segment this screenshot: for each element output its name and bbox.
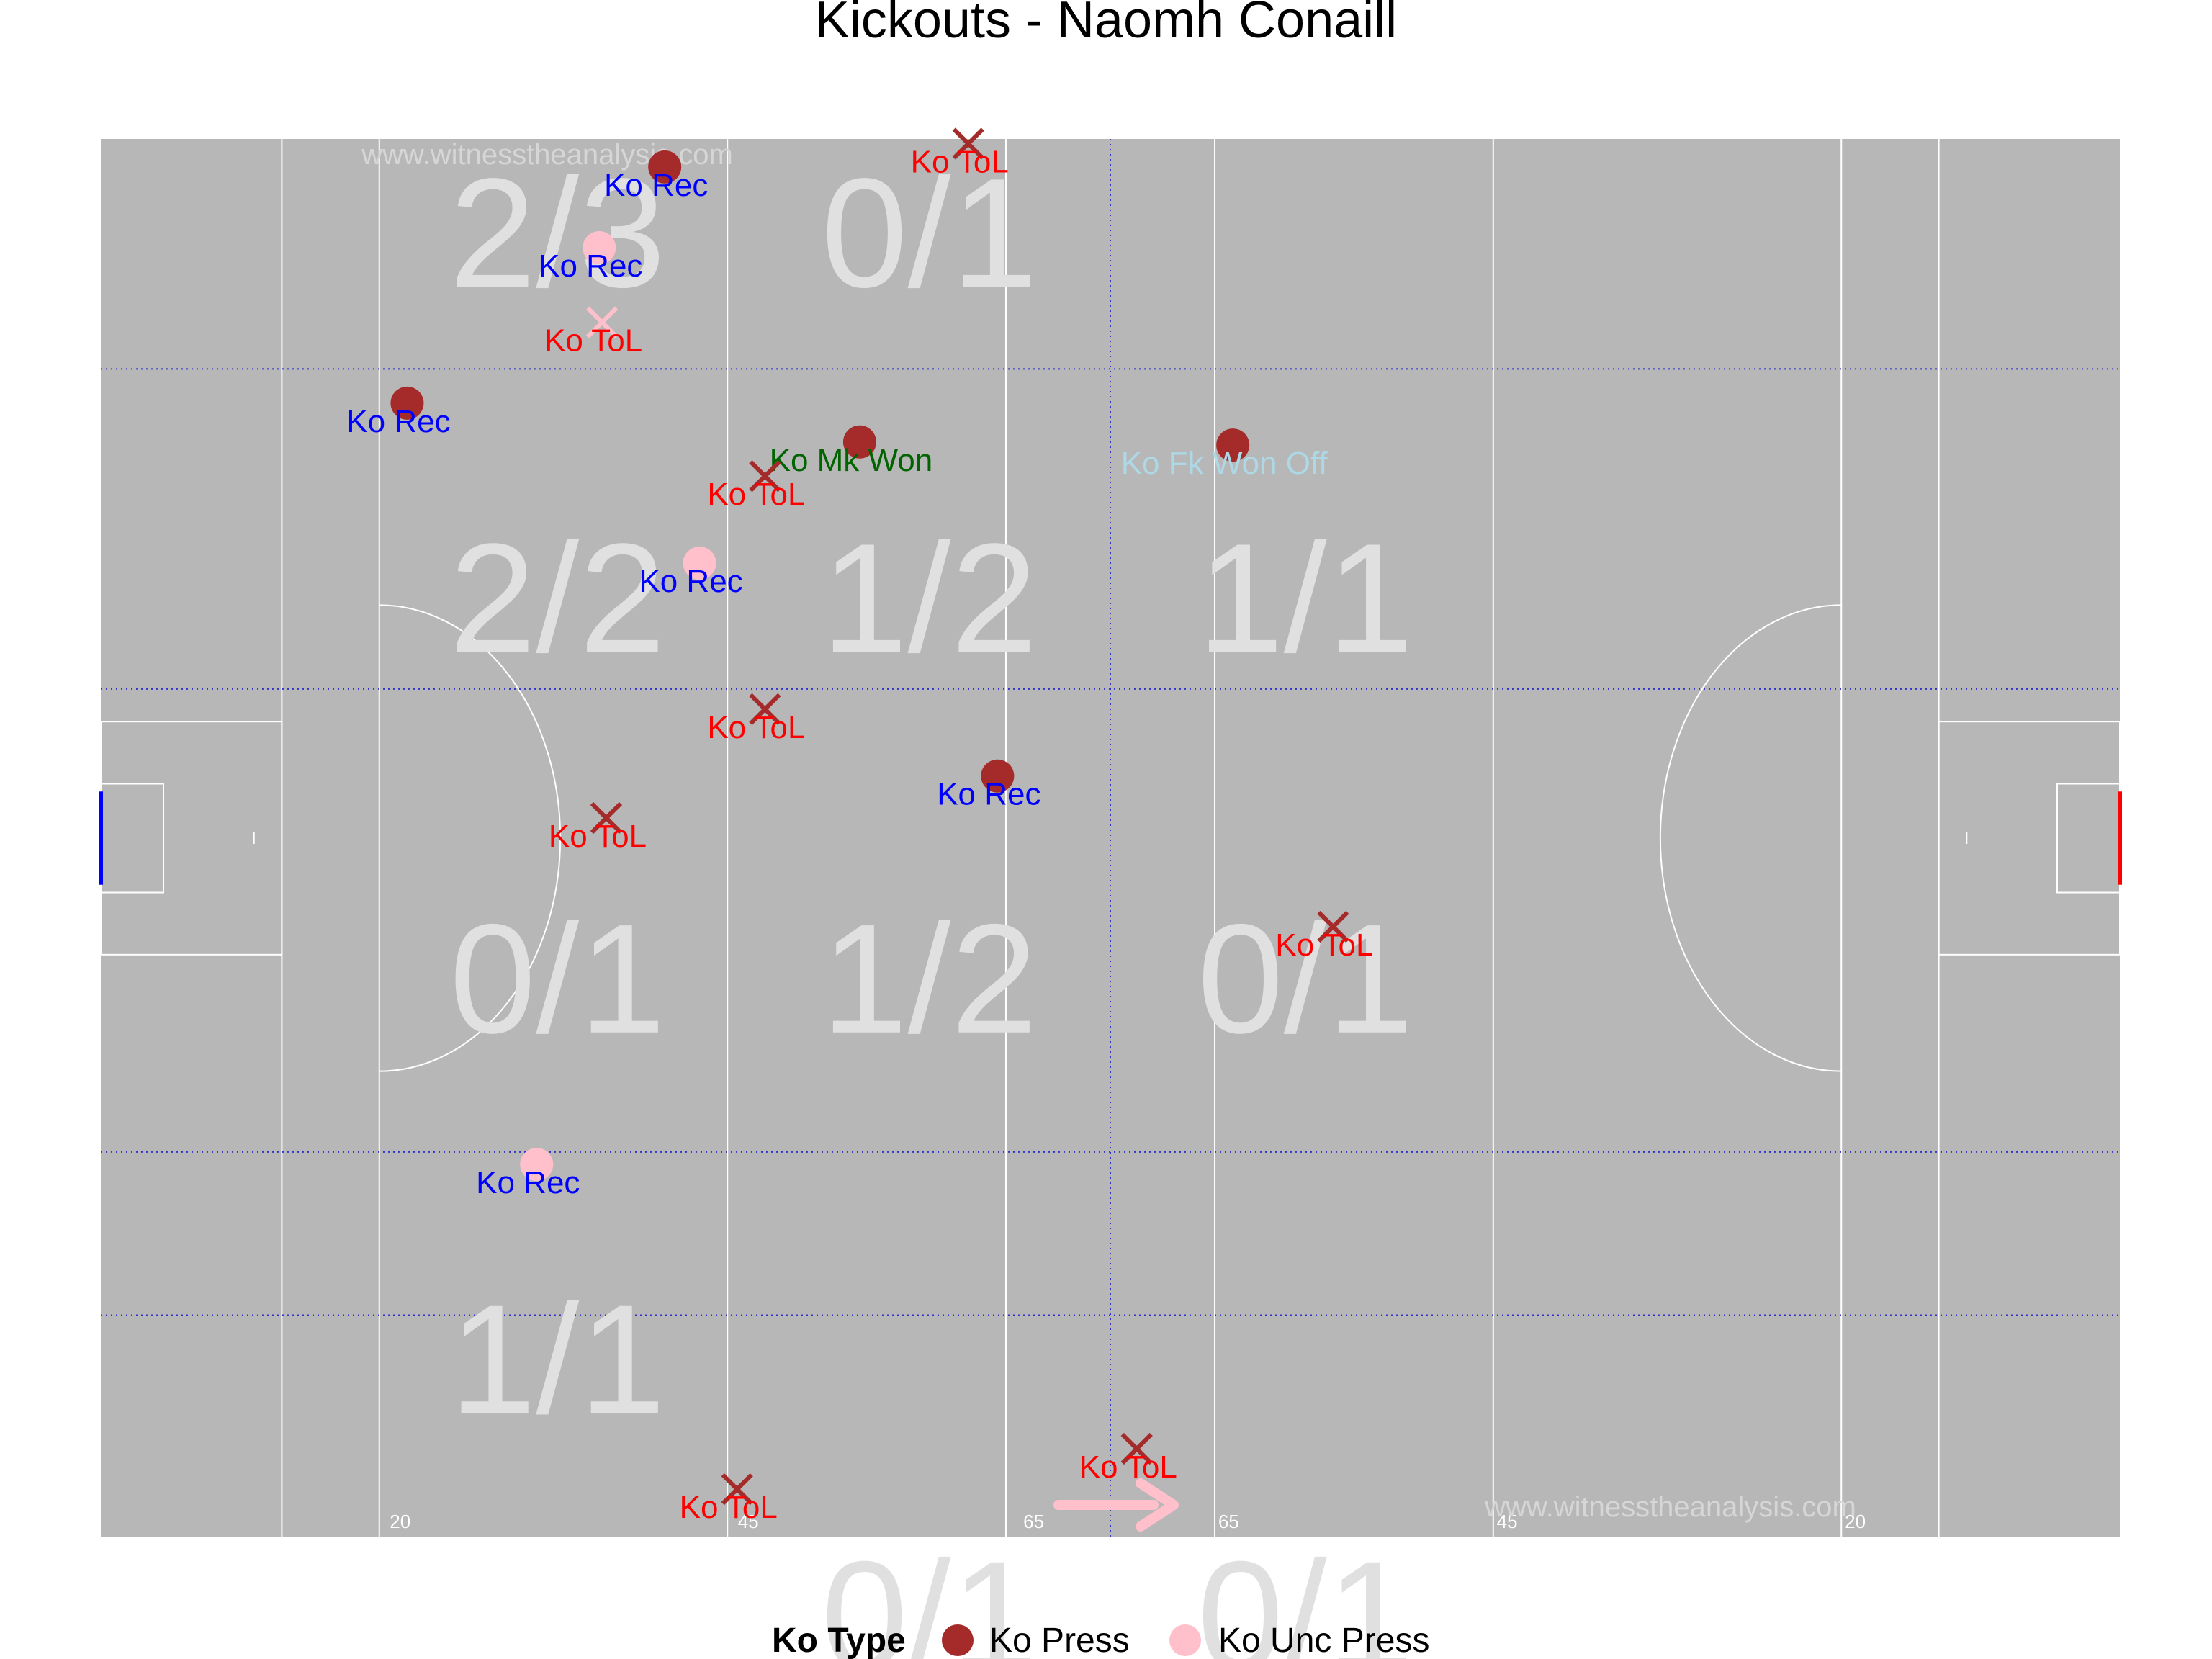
zone-ratio-label: 0/1: [821, 1528, 1037, 1659]
point-label: Ko Fk Won Off: [1121, 446, 1328, 481]
point-label: Ko Rec: [604, 168, 708, 203]
zone-ratio-label: 0/1: [1197, 891, 1413, 1066]
watermark-bottom: www.witnesstheanalysis.com: [1484, 1491, 1856, 1523]
point-label: Ko ToL: [1275, 927, 1373, 963]
cross-stroke: [749, 460, 781, 493]
point-label: Ko ToL: [680, 1490, 778, 1525]
point-label: Ko ToL: [707, 477, 805, 512]
point-label: Ko Rec: [539, 248, 642, 284]
turnover-marker: [952, 127, 984, 160]
cross-stroke: [1120, 1432, 1153, 1465]
arrow-head: [1136, 1478, 1179, 1532]
point-label: Ko ToL: [544, 323, 642, 359]
kickout-point: [981, 759, 1015, 793]
pitch-marking-label: 20: [390, 1511, 410, 1532]
legend-key-ko-unc-press: [1169, 1624, 1201, 1656]
point-label: Ko Rec: [639, 564, 742, 599]
cross-stroke: [721, 1473, 753, 1506]
zone-ratio-label: 2/3: [449, 145, 665, 320]
point-label: Ko ToL: [911, 144, 1009, 179]
arc-left: [379, 604, 562, 1072]
point-label: Ko Rec: [476, 1165, 580, 1200]
cross-stroke: [952, 127, 984, 160]
arc-right: [1659, 604, 1842, 1072]
turnover-marker: [721, 1473, 753, 1506]
kickout-point: [390, 386, 424, 420]
kickout-point: [520, 1148, 554, 1182]
chart-title: Kickouts - Naomh Conaill: [815, 0, 1397, 49]
zone-ratio-label: 0/1: [821, 145, 1037, 320]
pitch: [99, 139, 2122, 1537]
turnover-marker: [749, 693, 781, 726]
pitch-marking-label: 45: [738, 1511, 759, 1532]
point-label: Ko ToL: [549, 819, 647, 854]
turnover-marker: [749, 460, 781, 493]
legend-key-ko-press: [942, 1624, 974, 1656]
zone-ratio-label: 0/1: [1197, 1528, 1413, 1659]
kickout-point: [583, 231, 616, 265]
goal-left: [99, 791, 103, 885]
legend-label-ko-unc-press: Ko Unc Press: [1218, 1622, 1429, 1659]
zone-ratio-label: 2/2: [449, 511, 665, 685]
kickout-point: [842, 425, 876, 459]
point-label: Ko Rec: [346, 404, 450, 439]
zone-grid: [101, 139, 2120, 1537]
turnover-marker: [1317, 910, 1349, 943]
kickout-point: [648, 150, 682, 184]
turnover-marker: [1120, 1432, 1153, 1465]
goal-right: [2118, 791, 2122, 885]
cross-stroke: [586, 306, 619, 338]
zone-ratio-label: 1/2: [821, 891, 1037, 1066]
kickout-point: [1216, 428, 1250, 462]
pitch-marking-label: 65: [1218, 1511, 1239, 1532]
zone-ratio-label: 1/1: [449, 1272, 665, 1446]
cross-stroke: [749, 693, 781, 726]
point-label: Ko ToL: [1079, 1449, 1177, 1485]
legend-title: Ko Type: [772, 1622, 906, 1659]
legend-label-ko-press: Ko Press: [989, 1622, 1130, 1659]
cross-stroke: [1317, 910, 1349, 943]
pitch-marking-label: 65: [1023, 1511, 1044, 1532]
legend: Ko Type Ko Press Ko Unc Press: [772, 1622, 1429, 1659]
zone-ratio-label: 1/1: [1197, 511, 1413, 685]
point-label: Ko ToL: [707, 710, 805, 745]
turnover-marker: [586, 306, 619, 338]
pitch-surface: [101, 139, 2120, 1537]
point-label: Ko Mk Won: [770, 443, 933, 478]
zone-ratio-label: 1/2: [821, 511, 1037, 685]
turnover-marker: [590, 801, 623, 835]
kickout-point: [683, 547, 716, 580]
cross-stroke: [590, 801, 623, 835]
zone-ratio-label: 0/1: [449, 891, 665, 1066]
direction-arrow: [1053, 1478, 1179, 1532]
pitch-marking-label: 45: [1497, 1511, 1518, 1532]
pitch-markings: 20 45 65 65 45 20: [390, 1511, 1866, 1532]
pitch-marking-label: 20: [1845, 1511, 1866, 1532]
zone-ratios: 2/3 0/1 2/2 1/2 1/1 0/1 1/2 0/1 1/1 0/1 0/1: [449, 145, 1413, 1659]
point-label: Ko Rec: [937, 777, 1040, 812]
